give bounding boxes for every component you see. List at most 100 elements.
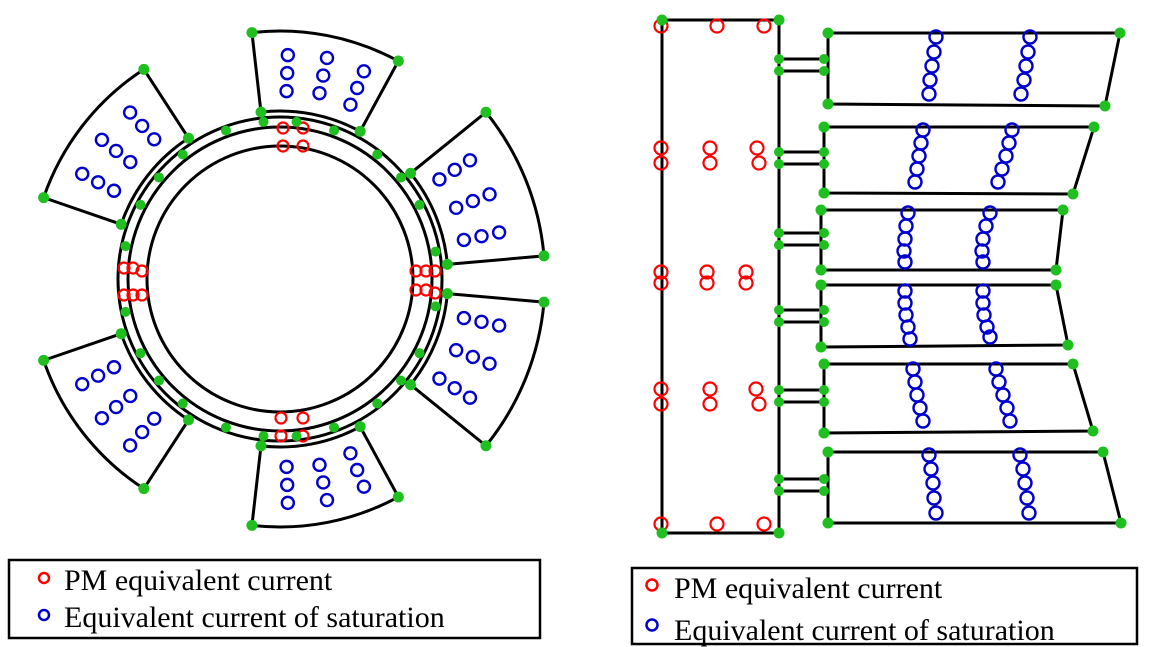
legend-left-pm-marker: [37, 571, 51, 585]
saturation-current-marker: [474, 228, 489, 244]
pm-current-marker: [756, 516, 772, 532]
saturation-current-marker: [462, 153, 478, 168]
saturation-current-marker: [447, 380, 462, 396]
ring-node-22: [153, 172, 164, 183]
ring-node-24: [220, 125, 231, 136]
connector-6-node-4: [819, 486, 829, 496]
saturation-current-marker: [108, 143, 124, 159]
legend-right-saturation-marker: [645, 618, 659, 632]
pm-current-marker: [709, 516, 725, 532]
pm-current-marker: [117, 261, 131, 275]
saturation-current-marker: [134, 424, 150, 440]
legend-left-saturation-marker: [37, 608, 51, 622]
segment-1-corner-node-4: [255, 106, 267, 118]
pm-current-marker: [751, 155, 767, 171]
saturation-current-marker: [928, 29, 944, 45]
pm-current-marker: [276, 139, 290, 153]
saturation-current-marker: [923, 461, 939, 477]
connector-1-node-1: [774, 54, 784, 64]
saturation-current-marker: [921, 447, 937, 463]
saturation-current-marker: [280, 495, 296, 511]
saturation-current-marker: [900, 205, 916, 221]
segment-4-corner-node-2: [246, 519, 258, 531]
pm-current-marker: [135, 288, 149, 302]
saturation-current-marker: [975, 254, 991, 270]
ring-node-19: [120, 306, 131, 317]
mover-block-4: [819, 283, 1070, 349]
ring-node-4: [372, 149, 383, 160]
ring-node-2: [291, 116, 302, 127]
saturation-current-marker: [999, 400, 1015, 416]
ring-node-16: [177, 398, 188, 409]
connector-2-node-1: [774, 147, 784, 157]
pm-current-marker: [702, 396, 718, 412]
connector-2-node-3: [819, 147, 829, 157]
saturation-current-marker: [990, 174, 1006, 190]
saturation-current-marker: [147, 411, 162, 426]
pm-current-marker: [751, 396, 767, 412]
connector-4-node-1: [774, 305, 784, 315]
saturation-current-marker: [319, 492, 335, 508]
stator-segment-5: [41, 331, 191, 491]
segment-4-corner-node-4: [354, 421, 366, 433]
pm-current-marker: [653, 396, 669, 412]
mover-block-1-node-1: [822, 27, 834, 39]
ring-node-10: [396, 375, 407, 386]
mover-block-6-dotted: [827, 451, 1123, 524]
pm-current-marker: [749, 140, 765, 156]
mover-block-3-dotted: [820, 209, 1065, 271]
pm-current-marker: [274, 411, 288, 425]
segment-4-corner-node-3: [392, 491, 404, 503]
ring-node-21: [135, 199, 146, 210]
saturation-current-marker: [925, 475, 941, 491]
saturation-current-marker: [912, 400, 928, 416]
legend-right-frame: [630, 566, 1139, 646]
saturation-current-marker: [1015, 461, 1031, 477]
mover-block-6-node-4: [822, 517, 834, 529]
stator-corner-node-4: [773, 527, 785, 539]
legend-left: PM equivalent current Equivalent current…: [7, 558, 542, 640]
mover-block-1: [826, 31, 1122, 108]
connector-3-node-1: [774, 228, 784, 238]
mover-block-1-dotted: [827, 32, 1122, 108]
mover-block-2-node-1: [818, 121, 830, 133]
pm-current-marker: [702, 381, 718, 397]
pm-current-marker: [428, 264, 442, 278]
pm-current-marker: [702, 140, 718, 156]
ring-node-3: [329, 125, 340, 136]
legend-left-frame: [7, 558, 542, 640]
connector-5-node-4: [819, 397, 829, 407]
saturation-current-marker: [343, 97, 358, 112]
ring-node-23: [177, 149, 188, 160]
saturation-current-marker: [991, 374, 1007, 390]
saturation-current-marker: [1001, 135, 1017, 151]
saturation-current-marker: [279, 477, 295, 493]
mover-block-1-node-3: [1099, 100, 1111, 112]
circular-model-outline: [41, 29, 546, 529]
saturation-current-marker: [915, 413, 931, 429]
ring-node-18: [135, 348, 146, 359]
connector-4-node-3: [819, 305, 829, 315]
circular-machine-model: [38, 27, 550, 531]
mover-block-5: [822, 362, 1096, 435]
saturation-current-marker: [75, 376, 90, 392]
pm-current-marker: [135, 264, 149, 278]
legend-left-pm-label: PM equivalent current: [64, 564, 333, 597]
ring-node-14: [258, 431, 269, 442]
saturation-current-marker: [356, 479, 372, 494]
connector-3-node-3: [819, 228, 829, 238]
saturation-current-marker: [106, 360, 122, 375]
mover-block-4-node-2: [1050, 279, 1062, 291]
ring-node-7: [430, 246, 441, 257]
saturation-current-marker: [902, 331, 918, 347]
saturation-current-marker: [312, 457, 327, 473]
saturation-current-marker: [465, 193, 481, 209]
mover-block-5-node-1: [818, 358, 830, 370]
pm-current-marker: [126, 288, 140, 302]
saturation-current-marker: [312, 85, 327, 101]
segment-1-corner-node-1: [354, 125, 366, 137]
segment-2-corner-node-3: [480, 106, 492, 118]
segment-3-corner-node-2: [480, 440, 492, 452]
stator-dotted-boundary: [661, 19, 780, 534]
connector-1-node-3: [819, 54, 829, 64]
